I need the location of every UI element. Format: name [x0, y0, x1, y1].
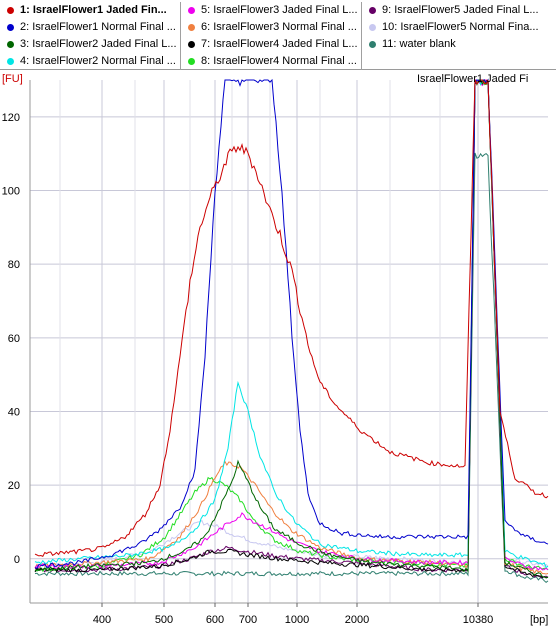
legend-item[interactable]: 6: IsraelFlower3 Normal Final ... — [181, 19, 361, 36]
legend-dot-icon — [7, 24, 14, 31]
legend-dot-icon — [188, 58, 195, 65]
legend-column-3: 9: IsraelFlower5 Jaded Final L... 10: Is… — [362, 2, 556, 70]
y-tick-label: 80 — [8, 259, 20, 271]
legend-dot-icon — [369, 24, 376, 31]
legend-label: 2: IsraelFlower1 Normal Final ... — [20, 21, 176, 33]
legend-item[interactable]: 1: IsraelFlower1 Jaded Fin... — [0, 2, 180, 19]
series-line — [34, 78, 549, 579]
legend-dot-icon — [369, 41, 376, 48]
legend-label: 9: IsraelFlower5 Jaded Final L... — [382, 4, 539, 16]
x-tick-label: 10380 — [463, 614, 494, 626]
legend-item[interactable]: 4: IsraelFlower2 Normal Final ... — [0, 53, 180, 70]
y-tick-label: 100 — [2, 185, 20, 197]
legend-column-2: 5: IsraelFlower3 Jaded Final L... 6: Isr… — [181, 2, 362, 70]
legend-item[interactable]: 10: IsraelFlower5 Normal Fina... — [362, 19, 556, 36]
legend-dot-icon — [369, 7, 376, 14]
plot-area — [30, 80, 548, 603]
y-tick-labels: 0 20 40 60 80 100 120 — [2, 112, 20, 566]
series-line — [34, 78, 549, 569]
sample-title: IsraelFlower1 Jaded Fi — [417, 73, 528, 85]
legend-label: 11: water blank — [382, 38, 456, 50]
legend-label: 5: IsraelFlower3 Jaded Final L... — [201, 4, 358, 16]
legend-label: 6: IsraelFlower3 Normal Final ... — [201, 21, 357, 33]
series-layer — [34, 78, 549, 584]
legend-column-1: 1: IsraelFlower1 Jaded Fin... 2: IsraelF… — [0, 2, 181, 70]
legend-item[interactable]: 11: water blank — [362, 36, 556, 53]
legend-dot-icon — [7, 7, 14, 14]
legend-label: 4: IsraelFlower2 Normal Final ... — [20, 55, 176, 67]
x-tick-label: 2000 — [345, 614, 369, 626]
y-tick-label: 40 — [8, 406, 20, 418]
series-line — [34, 79, 549, 557]
legend-item[interactable]: 7: IsraelFlower4 Jaded Final L... — [181, 36, 361, 53]
series-line — [34, 78, 549, 579]
series-line — [34, 79, 549, 575]
legend-label: 1: IsraelFlower1 Jaded Fin... — [20, 4, 167, 16]
legend-dot-icon — [7, 58, 14, 65]
legend: 1: IsraelFlower1 Jaded Fin... 2: IsraelF… — [0, 0, 556, 70]
legend-dot-icon — [188, 7, 195, 14]
legend-item[interactable]: 3: IsraelFlower2 Jaded Final L... — [0, 36, 180, 53]
y-tick-label: 60 — [8, 333, 20, 345]
x-tick-labels: 400 500 600 700 1000 2000 10380 — [93, 603, 493, 626]
x-unit-label: [bp] — [530, 614, 548, 626]
legend-label: 7: IsraelFlower4 Jaded Final L... — [201, 38, 358, 50]
legend-item[interactable]: 8: IsraelFlower4 Normal Final ... — [181, 53, 361, 70]
series-line — [34, 79, 549, 573]
electropherogram-chart[interactable]: 0 20 40 60 80 100 120 400 500 600 700 1000 2000 1038… — [0, 70, 556, 637]
y-tick-label: 0 — [14, 554, 20, 566]
legend-label: 8: IsraelFlower4 Normal Final ... — [201, 55, 357, 67]
y-tick-label: 20 — [8, 480, 20, 492]
legend-dot-icon — [7, 41, 14, 48]
x-tick-label: 600 — [206, 614, 224, 626]
legend-label: 10: IsraelFlower5 Normal Fina... — [382, 21, 539, 33]
grid — [30, 80, 548, 603]
y-tick-label: 120 — [2, 112, 20, 124]
x-tick-label: 500 — [155, 614, 173, 626]
legend-label: 3: IsraelFlower2 Jaded Final L... — [20, 38, 177, 50]
x-tick-label: 400 — [93, 614, 111, 626]
legend-item[interactable]: 5: IsraelFlower3 Jaded Final L... — [181, 2, 361, 19]
series-line — [34, 79, 549, 579]
series-line — [34, 152, 549, 584]
legend-dot-icon — [188, 41, 195, 48]
x-tick-label: 1000 — [285, 614, 309, 626]
legend-dot-icon — [188, 24, 195, 31]
legend-item[interactable]: 2: IsraelFlower1 Normal Final ... — [0, 19, 180, 36]
series-line — [34, 78, 549, 569]
legend-item[interactable]: 9: IsraelFlower5 Jaded Final L... — [362, 2, 556, 19]
x-tick-label: 700 — [239, 614, 257, 626]
y-unit-label: [FU] — [2, 73, 23, 85]
